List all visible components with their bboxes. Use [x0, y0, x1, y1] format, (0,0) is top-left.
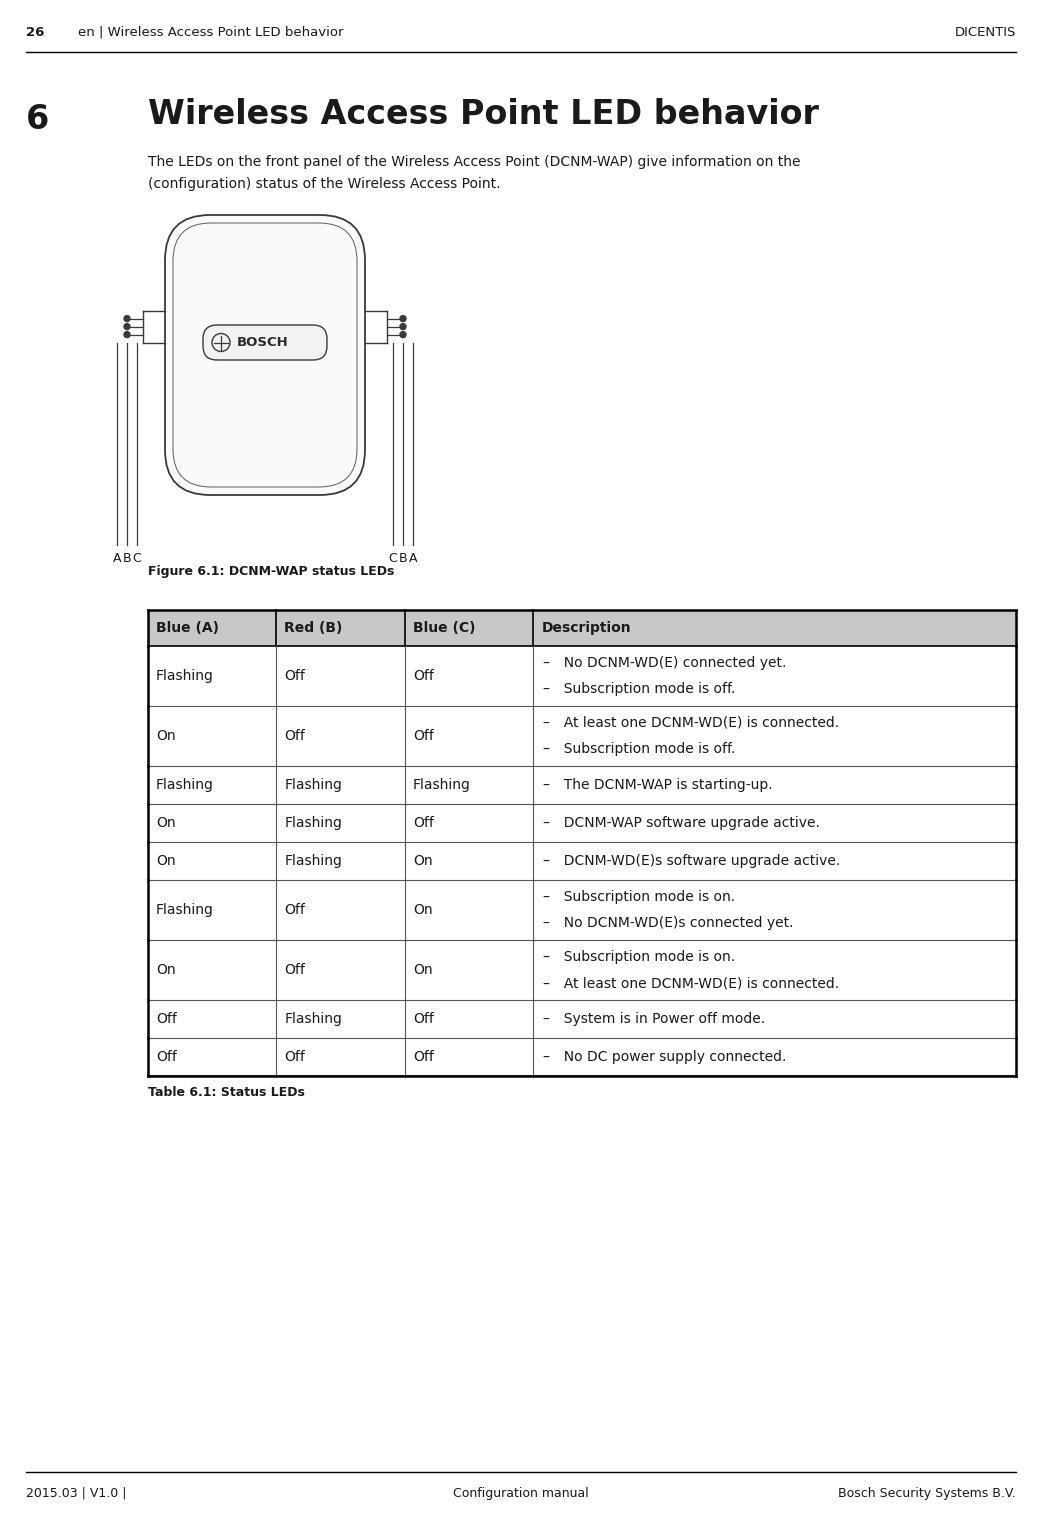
Text: – At least one DCNM-WD(E) is connected.: – At least one DCNM-WD(E) is connected. [543, 976, 840, 989]
FancyBboxPatch shape [165, 215, 365, 495]
Bar [148, 805, 1016, 841]
Text: DICENTIS: DICENTIS [954, 26, 1016, 38]
Circle shape [124, 324, 130, 330]
Text: – DCNM-WD(E)s software upgrade active.: – DCNM-WD(E)s software upgrade active. [543, 854, 841, 867]
Text: On: On [413, 964, 432, 977]
Text: Figure 6.1: DCNM-WAP status LEDs: Figure 6.1: DCNM-WAP status LEDs [148, 565, 394, 579]
Text: A: A [113, 551, 121, 565]
Bar [148, 1000, 1016, 1038]
Text: Off: Off [284, 964, 305, 977]
Bar [148, 609, 1016, 646]
Bar [148, 705, 1016, 767]
Text: – Subscription mode is off.: – Subscription mode is off. [543, 683, 736, 696]
Text: Off: Off [284, 1051, 305, 1064]
Text: Off: Off [284, 669, 305, 683]
Text: (configuration) status of the Wireless Access Point.: (configuration) status of the Wireless A… [148, 177, 500, 191]
FancyBboxPatch shape [203, 325, 327, 360]
Text: Flashing: Flashing [156, 777, 214, 793]
Text: – Subscription mode is off.: – Subscription mode is off. [543, 742, 736, 756]
Text: On: On [156, 815, 176, 831]
Text: – System is in Power off mode.: – System is in Power off mode. [543, 1012, 766, 1026]
Text: – No DCNM-WD(E)s connected yet.: – No DCNM-WD(E)s connected yet. [543, 916, 794, 930]
Text: – Subscription mode is on.: – Subscription mode is on. [543, 890, 736, 904]
Text: Blue (C): Blue (C) [413, 621, 475, 635]
Text: The LEDs on the front panel of the Wireless Access Point (DCNM-WAP) give informa: The LEDs on the front panel of the Wirel… [148, 156, 800, 169]
Text: en | Wireless Access Point LED behavior: en | Wireless Access Point LED behavior [78, 26, 344, 38]
Text: B: B [399, 551, 407, 565]
Text: – No DC power supply connected.: – No DC power supply connected. [543, 1051, 787, 1064]
Text: Blue (A): Blue (A) [156, 621, 219, 635]
Circle shape [400, 331, 406, 337]
Text: C: C [132, 551, 142, 565]
Text: A: A [408, 551, 417, 565]
Text: Configuration manual: Configuration manual [453, 1486, 589, 1500]
Text: Off: Off [284, 728, 305, 744]
Text: Off: Off [284, 902, 305, 918]
Bar [148, 1038, 1016, 1077]
Text: Flashing: Flashing [284, 1012, 343, 1026]
Text: – The DCNM-WAP is starting‑up.: – The DCNM-WAP is starting‑up. [543, 777, 773, 793]
Bar [148, 646, 1016, 705]
Text: 26: 26 [26, 26, 45, 38]
Bar [148, 841, 1016, 880]
Circle shape [400, 324, 406, 330]
Bar [148, 767, 1016, 805]
Text: Table 6.1: Status LEDs: Table 6.1: Status LEDs [148, 1086, 305, 1099]
Text: – Subscription mode is on.: – Subscription mode is on. [543, 950, 736, 964]
Text: – No DCNM-WD(E) connected yet.: – No DCNM-WD(E) connected yet. [543, 655, 787, 670]
Bar [148, 880, 1016, 941]
Text: Flashing: Flashing [284, 815, 343, 831]
Circle shape [400, 316, 406, 322]
Circle shape [124, 331, 130, 337]
Text: Off: Off [413, 815, 433, 831]
Text: Flashing: Flashing [284, 854, 343, 867]
Text: Off: Off [413, 1012, 433, 1026]
Text: Description: Description [542, 621, 631, 635]
Text: On: On [156, 728, 176, 744]
Text: Bosch Security Systems B.V.: Bosch Security Systems B.V. [838, 1486, 1016, 1500]
Bar [148, 941, 1016, 1000]
Text: B: B [123, 551, 131, 565]
Text: On: On [156, 964, 176, 977]
Text: BOSCH: BOSCH [237, 336, 289, 350]
Text: 2015.03 | V1.0 |: 2015.03 | V1.0 | [26, 1486, 126, 1500]
Text: Wireless Access Point LED behavior: Wireless Access Point LED behavior [148, 98, 819, 131]
Text: Red (B): Red (B) [284, 621, 343, 635]
Text: Off: Off [156, 1012, 177, 1026]
Text: On: On [413, 854, 432, 867]
Text: Off: Off [413, 728, 433, 744]
Text: Flashing: Flashing [156, 902, 214, 918]
Text: C: C [389, 551, 397, 565]
Text: On: On [156, 854, 176, 867]
Text: – At least one DCNM-WD(E) is connected.: – At least one DCNM-WD(E) is connected. [543, 716, 840, 730]
Text: – DCNM-WAP software upgrade active.: – DCNM-WAP software upgrade active. [543, 815, 820, 831]
Text: Flashing: Flashing [284, 777, 343, 793]
Text: Off: Off [156, 1051, 177, 1064]
Text: Off: Off [413, 1051, 433, 1064]
Text: 6: 6 [26, 102, 49, 136]
Circle shape [124, 316, 130, 322]
Text: Off: Off [413, 669, 433, 683]
Text: Flashing: Flashing [413, 777, 471, 793]
Text: Flashing: Flashing [156, 669, 214, 683]
Text: On: On [413, 902, 432, 918]
